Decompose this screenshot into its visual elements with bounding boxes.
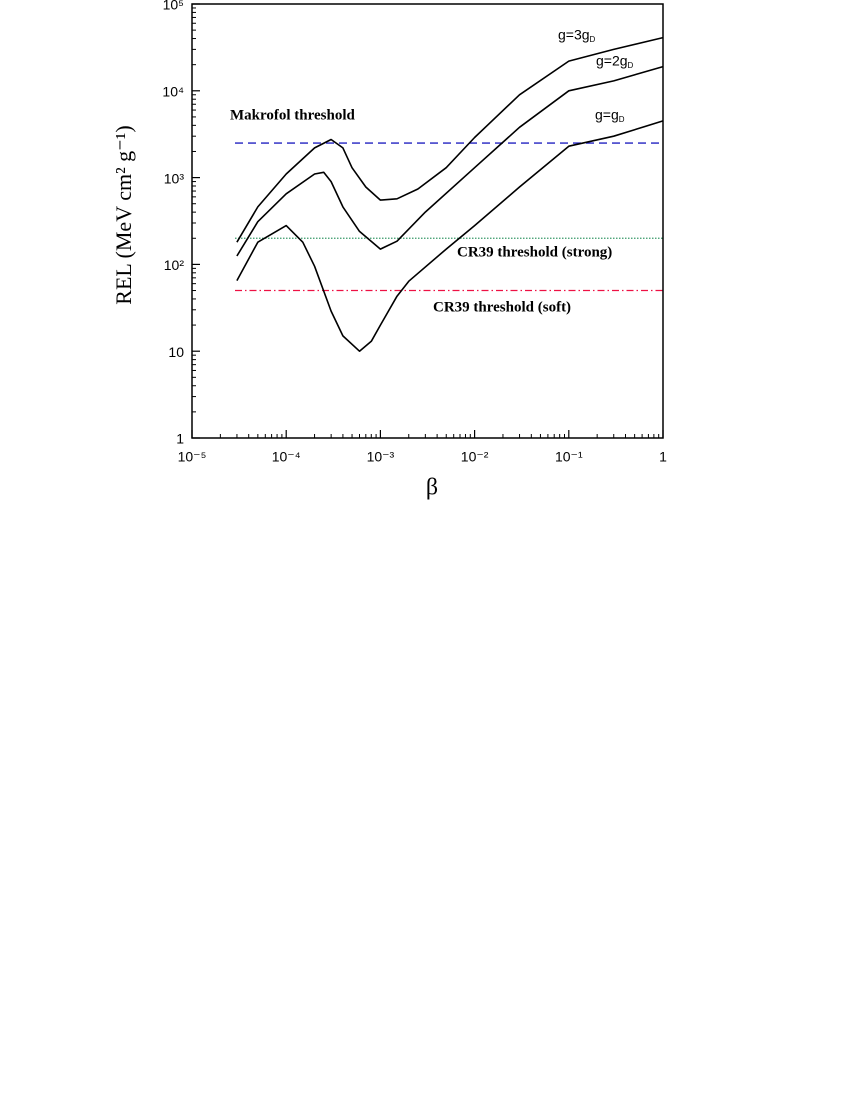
series-label-subscript: D [590, 35, 596, 44]
y-tick-label: 1 [176, 431, 184, 447]
plot-frame [191, 3, 664, 439]
x-tick-label: 10⁻³ [367, 449, 395, 465]
series-label: g=2gD [596, 53, 634, 70]
y-tick-label: 10⁴ [162, 84, 184, 100]
y-tick-label: 10³ [164, 170, 185, 186]
y-tick-label: 10 [168, 344, 184, 360]
y-tick-label: 10² [164, 257, 185, 273]
x-tick-label: 10⁻¹ [555, 449, 583, 465]
x-tick-label: 1 [659, 449, 667, 465]
x-tick-label: 10⁻⁵ [178, 449, 207, 465]
curve [236, 120, 664, 352]
x-tick-label: 10⁻² [461, 449, 489, 465]
threshold-label: Makrofol threshold [230, 107, 356, 123]
x-axis-label: β [426, 475, 438, 501]
series-label: g=gD [595, 107, 625, 124]
series-label-subscript: D [628, 61, 634, 70]
y-axis-label: REL (MeV cm² g⁻¹) [111, 125, 136, 304]
x-tick-label: 10⁻⁴ [272, 449, 301, 465]
y-tick-label: 10⁵ [163, 0, 184, 13]
threshold-label: CR39 threshold (strong) [457, 244, 612, 260]
curve [236, 65, 664, 257]
series-label: g=3gD [558, 27, 596, 44]
threshold-label: CR39 threshold (soft) [433, 299, 571, 315]
series-label-subscript: D [619, 115, 625, 124]
curve [236, 36, 664, 243]
